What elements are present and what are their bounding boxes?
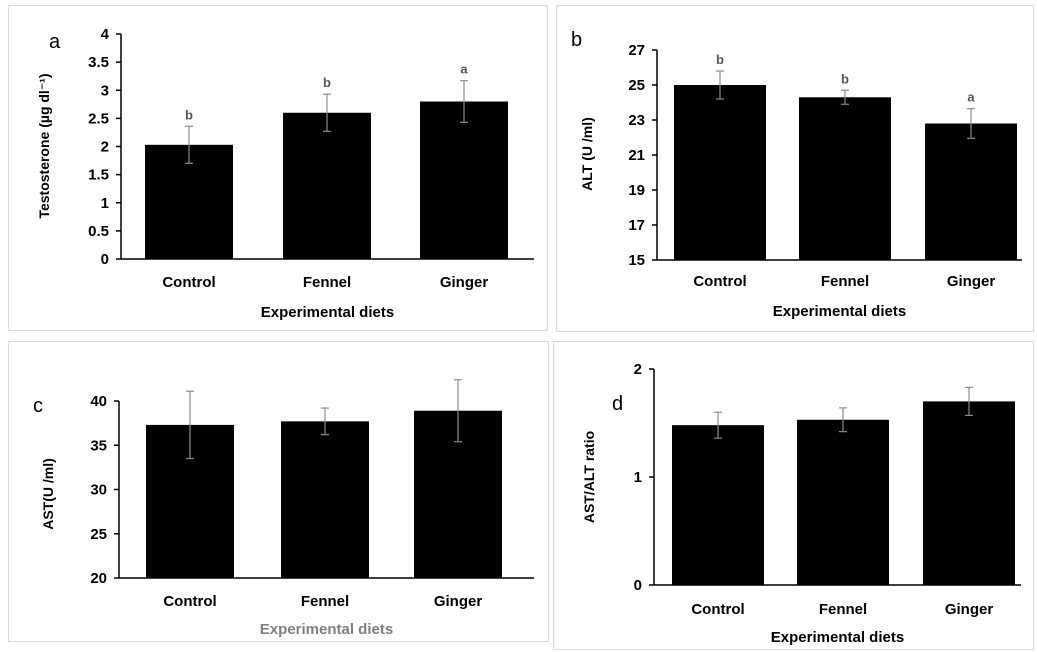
x-axis-title-c: Experimental diets [260,621,393,638]
chart-panel-a: a 0 0.5 1 1.5 2 2.5 3 3.5 4 b Control b Fennel a Ginger… [8,5,548,331]
chart-d-svg: d 0 1 2 Control Fennel Ginger Experimental diet… [581,361,1021,646]
error-bar-a-ginger [460,80,468,123]
y-tick-label-a: 2 [101,139,109,156]
y-tick-label-c: 30 [90,482,107,499]
x-tick-label-b-control: Control [693,273,746,290]
y-axis-title-d: AST/ALT ratio [581,431,597,523]
significance-letter-b-ginger: a [967,90,975,105]
significance-letter-a-fennel: b [323,75,331,90]
chart-a-svg: a 0 0.5 1 1.5 2 2.5 3 3.5 4 b Control b Fennel a Ginger… [36,26,534,321]
error-bar-d-control [714,411,722,439]
significance-letter-a-ginger: a [460,62,468,77]
y-tick-label-b: 21 [628,147,645,164]
panel-label-c: c [33,395,43,417]
bar-c-fennel [281,421,369,578]
bar-d-control [672,425,764,585]
x-tick-label-a-control: Control [162,274,215,291]
chart-b-svg: b 15 17 19 21 23 25 27 b Control b Fennel a Ginger Exp… [571,29,1022,320]
y-tick-label-b: 23 [628,112,645,129]
error-bar-b-ginger [967,108,975,139]
y-tick-label-a: 2.5 [88,110,109,127]
y-tick-label-a: 1.5 [88,167,109,184]
y-tick-label-a: 0.5 [88,223,109,240]
bar-a-ginger [420,101,508,259]
y-tick-label-d: 2 [634,361,642,378]
y-tick-label-c: 20 [90,570,107,587]
error-bar-b-control [716,70,724,100]
bar-a-fennel [283,112,371,259]
error-bar-b-fennel [841,89,849,105]
bar-d-ginger [923,401,1015,585]
y-tick-label-d: 0 [634,577,642,594]
x-tick-label-d-ginger: Ginger [945,601,994,618]
x-axis-title-b: Experimental diets [773,303,906,320]
y-axis-title-c: AST(U /ml) [40,458,56,530]
y-tick-label-b: 25 [628,77,645,94]
error-bar-c-fennel [321,407,329,436]
y-tick-label-a: 4 [101,26,110,43]
y-tick-label-b: 19 [628,182,645,199]
y-tick-label-a: 0 [101,251,109,268]
y-tick-label-d: 1 [634,469,642,486]
y-tick-label-c: 40 [90,393,107,410]
chart-panel-b: b 15 17 19 21 23 25 27 b Control b Fennel a Ginger Exp… [556,5,1034,332]
error-bar-a-control [185,125,193,164]
error-bar-d-fennel [839,407,847,433]
error-bar-a-fennel [323,93,331,132]
y-tick-label-c: 35 [90,437,107,454]
y-tick-label-b: 27 [628,42,645,59]
x-tick-label-c-control: Control [163,593,216,610]
x-axis-title-a: Experimental diets [261,304,394,321]
y-tick-label-a: 3.5 [88,54,109,71]
x-axis-title-d: Experimental diets [771,629,904,646]
y-axis-title-b: ALT (U /ml) [579,117,595,191]
chart-panel-d: d 0 1 2 Control Fennel Ginger Experimental diet… [553,341,1034,650]
x-tick-label-a-ginger: Ginger [440,274,489,291]
bar-b-control [674,85,766,260]
bar-d-fennel [797,419,889,585]
y-axis-title-a: Testosterone (µg dl⁻¹) [36,73,52,218]
x-tick-label-d-fennel: Fennel [819,601,867,618]
x-tick-label-d-control: Control [691,601,744,618]
chart-c-svg: c 20 25 30 35 40 Control Fennel Ginger Experiment… [33,379,534,638]
y-tick-label-a: 1 [101,195,109,212]
error-bar-c-ginger [454,379,462,443]
bar-b-ginger [925,123,1017,260]
x-tick-label-a-fennel: Fennel [303,274,351,291]
error-bar-d-ginger [965,386,973,417]
bar-b-fennel [799,97,891,260]
significance-letter-b-fennel: b [841,71,849,86]
panel-label-b: b [571,29,582,51]
panel-label-a: a [49,31,61,53]
x-tick-label-b-fennel: Fennel [821,273,869,290]
y-tick-label-a: 3 [101,82,109,99]
panel-label-d: d [612,393,623,415]
significance-letter-a-control: b [185,107,193,122]
y-tick-label-b: 15 [628,252,645,269]
chart-panel-c: c 20 25 30 35 40 Control Fennel Ginger Experiment… [8,341,549,642]
error-bar-c-control [186,390,194,460]
significance-letter-b-control: b [716,52,724,67]
x-tick-label-c-ginger: Ginger [434,593,483,610]
x-tick-label-b-ginger: Ginger [947,273,996,290]
y-tick-label-c: 25 [90,526,107,543]
x-tick-label-c-fennel: Fennel [301,593,349,610]
y-tick-label-b: 17 [628,217,645,234]
